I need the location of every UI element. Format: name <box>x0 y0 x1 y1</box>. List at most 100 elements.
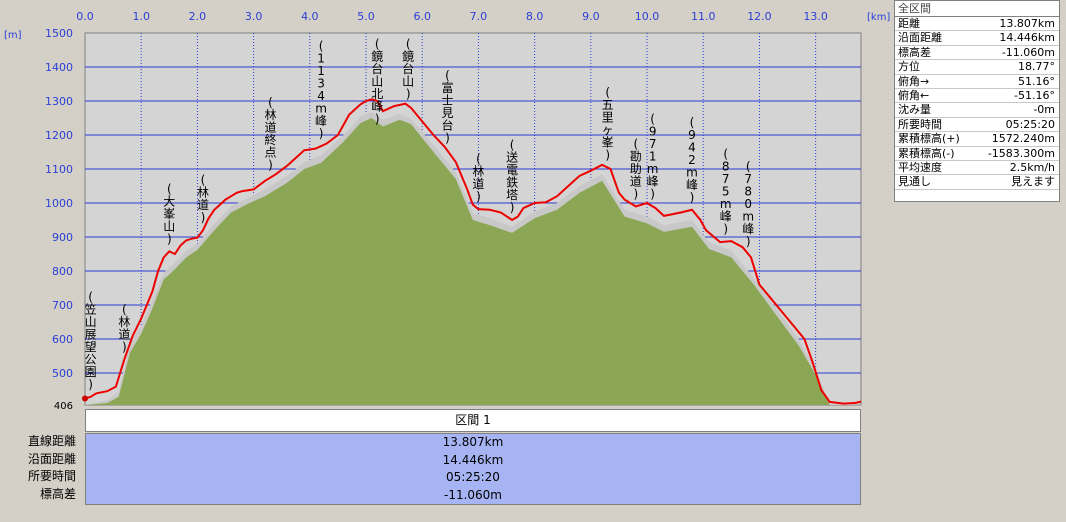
waypoint-label: (8 7 5 m 峰) <box>720 147 732 236</box>
stats-label: 所要時間 <box>898 117 942 131</box>
waypoint-label: (勘助道) <box>630 137 642 201</box>
segment-row-value: 14.446km <box>442 452 504 467</box>
y-tick-label: 1100 <box>45 163 73 176</box>
y-tick-label: 1000 <box>45 197 73 210</box>
x-tick-label: 5.0 <box>357 10 375 23</box>
stats-row: 累積標高(+) 1572.240m <box>895 132 1059 147</box>
segment-row-value: 13.807km <box>442 435 504 449</box>
stats-row: 俯角→ 51.16° <box>895 75 1059 89</box>
stats-value: 51.16° <box>1018 74 1055 88</box>
waypoint-label: (笠山展望公園) <box>85 290 97 392</box>
waypoint-label: (林道) <box>472 152 484 204</box>
stats-value: -1583.300m <box>987 146 1055 160</box>
segment-row-label: 所要時間 <box>27 469 76 483</box>
stats-value: 2.5km/h <box>1009 160 1055 174</box>
x-tick-label: 13.0 <box>803 10 828 23</box>
stats-label: 俯角→ <box>898 74 930 88</box>
x-tick-label: 12.0 <box>747 10 772 23</box>
elevation-profile-chart: 0.0 1.0 2.0 3.0 4.0 5.0 6.0 7.0 8.0 9.0 10.0 11.0 12… <box>4 10 890 409</box>
y-tick-label: 1300 <box>45 95 73 108</box>
stats-panel-title: 全区間 <box>895 1 1059 17</box>
stats-label: 沈み量 <box>898 103 931 117</box>
stats-value: -0m <box>1033 103 1055 117</box>
x-tick-label: 10.0 <box>635 10 660 23</box>
x-axis-unit: [km] <box>867 12 890 23</box>
x-tick-label: 0.0 <box>76 10 94 23</box>
segment-values: 13.807km 14.446km 05:25:20 -11.060m <box>85 433 861 505</box>
stats-value: 1572.240m <box>991 132 1055 146</box>
x-tick-label: 8.0 <box>526 10 544 23</box>
stats-row: 累積標高(-) -1583.300m <box>895 147 1059 161</box>
waypoint-label: (大峯山) <box>163 182 175 246</box>
y-tick-label: 1200 <box>45 129 73 142</box>
waypoint-label: (富士見台) <box>442 69 454 146</box>
y-axis-unit: [m] <box>4 30 22 41</box>
stats-label: 累積標高(+) <box>898 132 960 146</box>
y-tick-label: 800 <box>52 265 73 278</box>
waypoint-label: (9 4 2 m 峰) <box>686 115 698 204</box>
stats-label: 標高差 <box>898 45 931 59</box>
segment-row-label: 標高差 <box>39 486 76 501</box>
stats-row: 標高差 -11.060m <box>895 45 1059 61</box>
stats-value: -11.060m <box>1001 45 1055 59</box>
y-tick-label: 406 <box>54 401 73 409</box>
waypoint-label: (1 1 3 4 m 峰) <box>315 39 327 141</box>
stats-row: 平均速度 2.5km/h <box>895 160 1059 176</box>
segment-row-label: 直線距離 <box>27 434 76 448</box>
waypoint-label: (7 8 0 m 峰) <box>742 160 754 249</box>
stats-value: 05:25:20 <box>1005 117 1055 131</box>
stats-value: -51.16° <box>1014 88 1055 102</box>
segment-row-value: 05:25:20 <box>446 470 500 484</box>
x-tick-label: 9.0 <box>582 10 600 23</box>
stats-row: 沈み量 -0m <box>895 103 1059 118</box>
x-tick-label: 6.0 <box>413 10 431 23</box>
y-tick-label: 900 <box>52 231 73 244</box>
x-tick-label: 1.0 <box>132 10 150 23</box>
waypoint-label: (林道終点) <box>264 96 276 172</box>
stats-row: 沿面距離 14.446km <box>895 31 1059 46</box>
waypoint-label: (林道) <box>197 173 209 225</box>
stats-value: 18.77° <box>1018 60 1055 74</box>
stats-value: 13.807km <box>999 17 1055 30</box>
stats-row: 見通し 見えます <box>895 175 1059 190</box>
segment-row-label: 沿面距離 <box>27 451 76 466</box>
x-tick-label: 4.0 <box>301 10 319 23</box>
segment-row-value: -11.060m <box>443 487 502 502</box>
waypoint-label: (9 7 1 m 峰) <box>647 112 659 201</box>
stats-value: 見えます <box>1011 175 1055 189</box>
terrain-area <box>85 118 861 405</box>
y-tick-label: 1400 <box>45 61 73 74</box>
y-axis: 406 500 600 700 800 900 1000 1100 1200 1300 1400 15… <box>45 27 73 409</box>
waypoint-label: (送電鉄塔) <box>506 138 518 215</box>
start-marker <box>82 395 88 402</box>
stats-row: 方位 18.77° <box>895 60 1059 75</box>
waypoint-label: (鏡台山) <box>402 37 414 101</box>
y-tick-label: 600 <box>52 333 73 346</box>
waypoint-label: (鏡台山北峰) <box>371 37 383 126</box>
stats-value: 14.446km <box>999 31 1055 45</box>
stats-label: 距離 <box>898 17 920 30</box>
waypoint-label: (林道) <box>118 302 130 354</box>
x-axis: 0.0 1.0 2.0 3.0 4.0 5.0 6.0 7.0 8.0 9.0 10.0 11.0 12… <box>76 10 828 23</box>
terrain-areas <box>85 111 861 406</box>
stats-label: 平均速度 <box>898 160 942 174</box>
stats-row: 距離 13.807km <box>895 17 1059 32</box>
x-tick-label: 3.0 <box>245 10 263 23</box>
stats-label: 累積標高(-) <box>898 146 955 160</box>
y-tick-label: 700 <box>52 299 73 312</box>
stats-row: 俯角← -51.16° <box>895 88 1059 104</box>
segment-labels: 直線距離沿面距離所要時間標高差 <box>0 433 82 503</box>
y-tick-label: 500 <box>52 367 73 380</box>
stats-row: 所要時間 05:25:20 <box>895 117 1059 133</box>
waypoint-label: (五里ヶ峯) <box>602 86 614 163</box>
stats-label: 俯角← <box>898 88 930 102</box>
segment-header[interactable]: 区間 1 <box>85 409 861 432</box>
stats-panel: 全区間 距離 13.807km 沿面距離 14.446km 標高差 -11.060m 方位 1… <box>894 0 1060 202</box>
x-tick-label: 11.0 <box>691 10 716 23</box>
stats-label: 見通し <box>898 175 931 189</box>
stats-label: 沿面距離 <box>898 31 942 45</box>
stats-label: 方位 <box>898 60 920 74</box>
y-tick-label: 1500 <box>45 27 73 40</box>
route-elevation-line <box>84 98 862 405</box>
x-tick-label: 2.0 <box>189 10 207 23</box>
